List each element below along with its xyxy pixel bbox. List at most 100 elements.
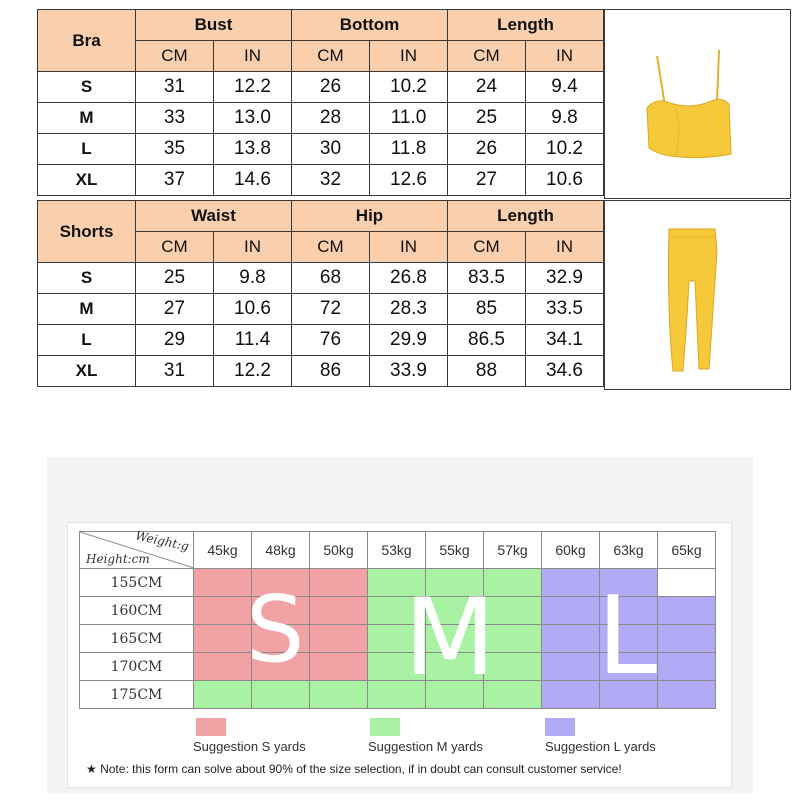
corner-diagonal [80, 532, 194, 568]
shorts-table-title: Shorts [37, 200, 136, 263]
size-suggestion-cell-l [599, 652, 658, 681]
height-row: 170CM [79, 652, 716, 681]
size-suggestion-cell-m [367, 568, 426, 597]
size-label: M [37, 293, 136, 325]
height-row: 175CM [79, 680, 716, 709]
measurement-cell: 13.0 [213, 102, 292, 134]
measurement-cell: 32.9 [525, 262, 604, 294]
size-row: M 27 10.6 72 28.3 85 33.5 [37, 293, 604, 325]
length-header: Length [447, 9, 604, 41]
measurement-cell: 11.4 [213, 324, 292, 356]
measurement-cell: 10.2 [369, 71, 448, 103]
legend-s-label: Suggestion S yards [193, 739, 306, 754]
size-row: M 33 13.0 28 11.0 25 9.8 [37, 102, 604, 134]
legend-l-label: Suggestion L yards [545, 739, 656, 754]
measurement-cell: 34.6 [525, 355, 604, 387]
legend-l-swatch [545, 718, 575, 736]
size-suggestion-cell-l [541, 652, 600, 681]
weight-label: 57kg [483, 531, 542, 569]
size-s-letter: S [246, 576, 305, 683]
bra-product-image [604, 9, 791, 199]
size-grid-body: 155CM 160CM 165CM 170CM 175CM [79, 568, 716, 709]
shorts-size-table: Shorts Waist Hip Length CM IN CM IN CM I… [37, 200, 604, 387]
weight-label: 48kg [251, 531, 310, 569]
measurement-cell: 76 [291, 324, 370, 356]
measurement-cell: 27 [135, 293, 214, 325]
size-suggestion-cell-m [193, 680, 252, 709]
size-row: L 29 11.4 76 29.9 86.5 34.1 [37, 324, 604, 356]
measurement-cell: 26.8 [369, 262, 448, 294]
measurement-cell: 35 [135, 133, 214, 165]
bra-strap [716, 49, 720, 103]
size-suggestion-cell-s [193, 596, 252, 625]
measurement-cell: 34.1 [525, 324, 604, 356]
size-label: XL [37, 355, 136, 387]
size-suggestion-cell-m [367, 596, 426, 625]
measurement-cell: 88 [447, 355, 526, 387]
weight-label: 60kg [541, 531, 600, 569]
size-row: XL 31 12.2 86 33.9 88 34.6 [37, 355, 604, 387]
size-suggestion-cell-m [367, 652, 426, 681]
size-suggestion-cell-w [657, 568, 716, 597]
measurement-cell: 83.5 [447, 262, 526, 294]
bra-body [646, 98, 732, 159]
measurement-cell: 68 [291, 262, 370, 294]
legend-s-swatch [196, 718, 226, 736]
bra-table-title: Bra [37, 9, 136, 72]
shorts-table-body: S 25 9.8 68 26.8 83.5 32.9 M 27 10.6 72 28.3 85 33.5 L… [37, 262, 604, 387]
unit-header: IN [525, 231, 604, 263]
measurement-cell: 30 [291, 133, 370, 165]
weight-header-row: Weight:g Height:cm 45kg 48kg 50kg 53kg 5… [79, 529, 716, 569]
bra-size-table: Bra Bust Bottom Length CM IN CM IN CM IN… [37, 9, 604, 196]
size-label: M [37, 102, 136, 134]
measurement-cell: 29 [135, 324, 214, 356]
measurement-cell: 10.2 [525, 133, 604, 165]
size-suggestion-cell-m [251, 680, 310, 709]
yellow-bra-icon [646, 49, 732, 159]
measurement-cell: 24 [447, 71, 526, 103]
measurement-cell: 85 [447, 293, 526, 325]
unit-header: CM [447, 40, 526, 72]
bra-table-body: S 31 12.2 26 10.2 24 9.4 M 33 13.0 28 11.0 25 9.8 L 35 1… [37, 71, 604, 196]
size-suggestion-cell-l [541, 624, 600, 653]
size-suggestion-cell-s [193, 568, 252, 597]
height-axis-label: Height:cm [86, 552, 150, 566]
size-suggestion-cell-s [251, 568, 310, 597]
size-suggestion-cell-l [541, 680, 600, 709]
measurement-cell: 31 [135, 355, 214, 387]
size-suggestion-cell-m [309, 680, 368, 709]
size-suggestion-cell-m [483, 568, 542, 597]
measurement-cell: 25 [135, 262, 214, 294]
waist-header: Waist [135, 200, 292, 232]
size-suggestion-cell-s [193, 624, 252, 653]
size-suggestion-cell-s [309, 652, 368, 681]
height-row: 155CM [79, 568, 716, 597]
size-suggestion-cell-l [541, 568, 600, 597]
measurement-cell: 33.5 [525, 293, 604, 325]
measurement-cell: 25 [447, 102, 526, 134]
size-label: XL [37, 164, 136, 196]
unit-header: IN [213, 231, 292, 263]
weight-label: 55kg [425, 531, 484, 569]
size-suggestion-cell-l [657, 624, 716, 653]
measurement-cell: 72 [291, 293, 370, 325]
measurement-cell: 28.3 [369, 293, 448, 325]
measurement-cell: 26 [291, 71, 370, 103]
height-label: 160CM [79, 596, 194, 625]
hip-header: Hip [291, 200, 448, 232]
unit-header: CM [291, 40, 370, 72]
measurement-cell: 37 [135, 164, 214, 196]
measurement-cell: 13.8 [213, 133, 292, 165]
size-suggestion-cell-s [251, 596, 310, 625]
size-label: L [37, 324, 136, 356]
unit-header: CM [135, 231, 214, 263]
size-suggestion-cell-s [193, 652, 252, 681]
size-row: XL 37 14.6 32 12.6 27 10.6 [37, 164, 604, 196]
height-label: 175CM [79, 680, 194, 709]
unit-header: IN [369, 40, 448, 72]
unit-header: CM [291, 231, 370, 263]
size-row: S 31 12.2 26 10.2 24 9.4 [37, 71, 604, 103]
measurement-cell: 12.2 [213, 71, 292, 103]
bra-strap [656, 55, 666, 107]
size-suggestion-cell-s [251, 652, 310, 681]
